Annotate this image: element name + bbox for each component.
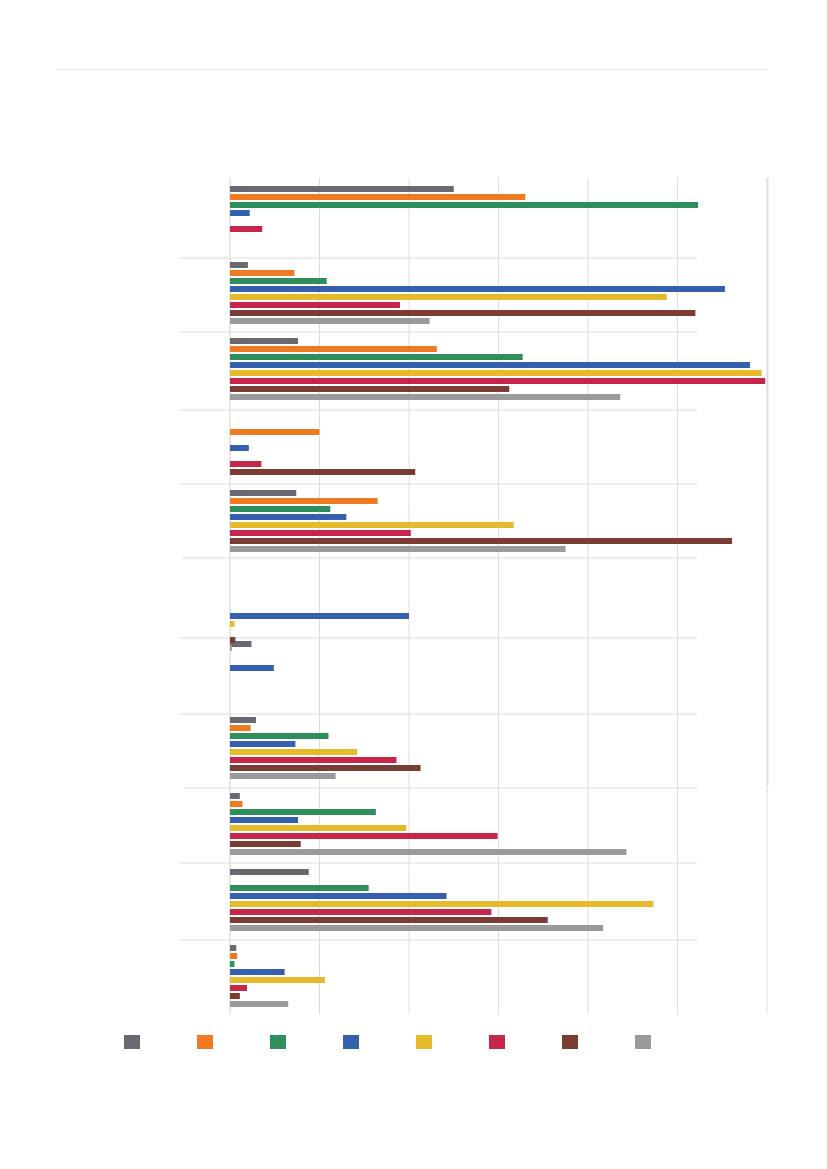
bar-c0-s0 bbox=[230, 186, 454, 192]
bar-c8-s6 bbox=[230, 841, 301, 847]
bar-c1-s3 bbox=[230, 286, 725, 292]
bar-c2-s7 bbox=[230, 394, 621, 400]
bar-c5-s4 bbox=[230, 621, 235, 627]
bar-c8-s4 bbox=[230, 825, 407, 831]
legend-swatch-4 bbox=[416, 1035, 432, 1049]
bar-c0-s5 bbox=[230, 226, 263, 232]
bar-c9-s4 bbox=[230, 901, 654, 907]
bar-c2-s6 bbox=[230, 386, 510, 392]
bars bbox=[230, 186, 766, 1007]
bar-c4-s4 bbox=[230, 522, 514, 528]
bar-c7-s4 bbox=[230, 749, 358, 755]
category-separators bbox=[180, 257, 697, 941]
bar-c10-s1 bbox=[230, 953, 238, 959]
bar-c1-s2 bbox=[230, 278, 327, 284]
bar-c2-s0 bbox=[230, 338, 299, 344]
bar-c7-s1 bbox=[230, 725, 251, 731]
bar-c3-s1 bbox=[230, 429, 320, 435]
legend-swatch-6 bbox=[562, 1035, 578, 1049]
bar-c7-s5 bbox=[230, 757, 397, 763]
bar-c9-s2 bbox=[230, 885, 369, 891]
bar-c1-s0 bbox=[230, 262, 248, 268]
bar-c5-s6 bbox=[230, 637, 236, 643]
bar-c4-s7 bbox=[230, 546, 566, 552]
bar-c10-s5 bbox=[230, 985, 248, 991]
bar-c4-s0 bbox=[230, 490, 297, 496]
bar-c1-s4 bbox=[230, 294, 667, 300]
bar-c10-s4 bbox=[230, 977, 325, 983]
bar-c3-s6 bbox=[230, 469, 416, 475]
bar-c1-s7 bbox=[230, 318, 430, 324]
legend-swatch-1 bbox=[197, 1035, 213, 1049]
bar-c4-s5 bbox=[230, 530, 411, 536]
bar-c10-s6 bbox=[230, 993, 240, 999]
legend-swatch-0 bbox=[124, 1035, 140, 1049]
bar-c7-s2 bbox=[230, 733, 329, 739]
bar-c8-s3 bbox=[230, 817, 299, 823]
bar-c1-s5 bbox=[230, 302, 401, 308]
bar-c10-s7 bbox=[230, 1001, 289, 1007]
bar-c7-s3 bbox=[230, 741, 296, 747]
bar-c7-s0 bbox=[230, 717, 256, 723]
bar-c5-s3 bbox=[230, 613, 409, 619]
bar-c1-s6 bbox=[230, 310, 696, 316]
bar-c8-s2 bbox=[230, 809, 376, 815]
bar-c9-s3 bbox=[230, 893, 447, 899]
bar-c0-s1 bbox=[230, 194, 526, 200]
bar-c2-s4 bbox=[230, 370, 762, 376]
bar-c3-s5 bbox=[230, 461, 262, 467]
bar-c3-s3 bbox=[230, 445, 249, 451]
bar-c9-s5 bbox=[230, 909, 492, 915]
bar-c9-s6 bbox=[230, 917, 548, 923]
bar-c2-s2 bbox=[230, 354, 523, 360]
bar-c8-s5 bbox=[230, 833, 498, 839]
bar-c10-s2 bbox=[230, 961, 235, 967]
legend-swatch-5 bbox=[489, 1035, 505, 1049]
bar-c9-s7 bbox=[230, 925, 604, 931]
bar-c0-s3 bbox=[230, 210, 250, 216]
bar-c9-s0 bbox=[230, 869, 309, 875]
bar-c4-s2 bbox=[230, 506, 331, 512]
header-rule bbox=[58, 69, 768, 70]
bar-c1-s1 bbox=[230, 270, 295, 276]
bar-c8-s1 bbox=[230, 801, 243, 807]
bar-c2-s1 bbox=[230, 346, 437, 352]
bar-c4-s3 bbox=[230, 514, 347, 520]
bar-c4-s6 bbox=[230, 538, 733, 544]
bar-c2-s3 bbox=[230, 362, 750, 368]
bar-c6-s3 bbox=[230, 665, 274, 671]
bar-c10-s0 bbox=[230, 945, 237, 951]
bar-c8-s7 bbox=[230, 849, 627, 855]
bar-c0-s2 bbox=[230, 202, 699, 208]
bar-c6-s0 bbox=[230, 641, 252, 647]
bar-c7-s7 bbox=[230, 773, 336, 779]
bar-c2-s5 bbox=[230, 378, 766, 384]
bar-c4-s1 bbox=[230, 498, 378, 504]
bar-c10-s3 bbox=[230, 969, 285, 975]
legend-swatch-2 bbox=[270, 1035, 286, 1049]
bar-c7-s6 bbox=[230, 765, 421, 771]
legend-swatch-7 bbox=[635, 1035, 651, 1049]
bar-c5-s7 bbox=[230, 645, 232, 651]
legend-swatch-3 bbox=[343, 1035, 359, 1049]
bar-c8-s0 bbox=[230, 793, 240, 799]
